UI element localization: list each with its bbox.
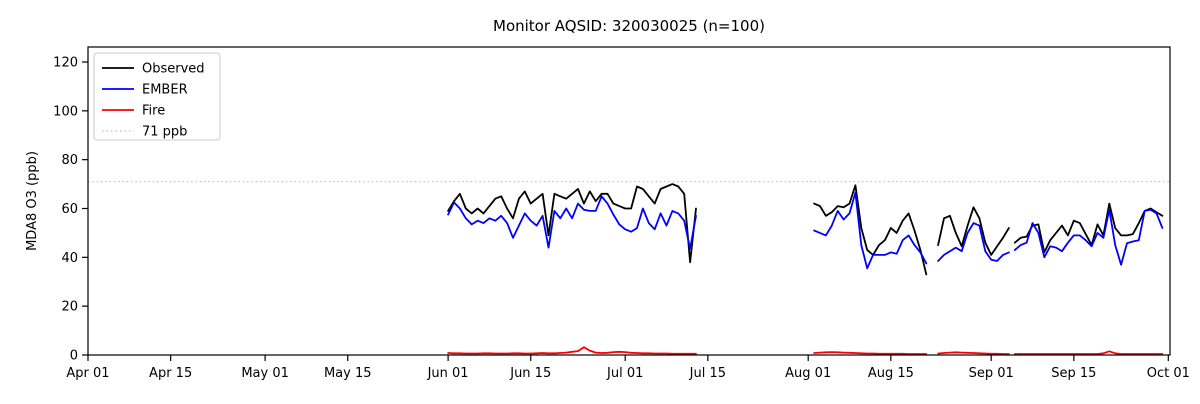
series-line-observed xyxy=(447,183,697,264)
x-tick-label: Aug 01 xyxy=(785,366,831,381)
x-tick-label: Aug 15 xyxy=(868,366,914,381)
y-tick-label: 120 xyxy=(53,56,78,71)
y-tick-label: 40 xyxy=(61,251,78,266)
series-line-ember xyxy=(937,222,1010,262)
x-tick-label: Jun 01 xyxy=(427,366,469,381)
legend-label-threshold: 71 ppb xyxy=(142,125,187,140)
legend-item-observed: Observed xyxy=(102,62,205,77)
y-axis-label: MDA8 O3 (ppb) xyxy=(25,151,40,251)
legend-label-ember: EMBER xyxy=(142,83,188,98)
x-tick-label: Jul 15 xyxy=(689,366,726,381)
legend-item-threshold: 71 ppb xyxy=(102,125,187,140)
x-tick-label: May 15 xyxy=(324,366,372,381)
x-tick-label: Sep 15 xyxy=(1051,366,1096,381)
series-line-fire xyxy=(1013,350,1164,355)
chart-title: Monitor AQSID: 320030025 (n=100) xyxy=(493,17,765,35)
y-tick-label: 0 xyxy=(70,349,78,364)
x-tick-label: Jul 01 xyxy=(606,366,643,381)
x-tick-label: Sep 01 xyxy=(969,366,1014,381)
series-line-observed xyxy=(813,184,928,276)
legend-label-fire: Fire xyxy=(142,104,165,119)
y-tick-label: 100 xyxy=(53,104,78,119)
series-line-ember xyxy=(1013,208,1164,266)
series-line-ember xyxy=(447,195,697,250)
series-line-observed xyxy=(1013,202,1164,254)
series-line-fire xyxy=(937,351,1010,355)
series-lines-group xyxy=(447,183,1164,355)
axis-ticks-group: 0 20 40 60 80 100 120 Apr 01 Apr 15 May 01 May 15 J… xyxy=(53,56,1190,382)
y-tick-label: 80 xyxy=(61,153,78,168)
legend: Observed EMBER Fire 71 ppb xyxy=(93,52,221,141)
plot-border xyxy=(87,46,1171,356)
y-tick-label: 60 xyxy=(61,202,78,217)
series-line-observed xyxy=(937,206,1010,256)
legend-box xyxy=(93,52,221,141)
x-tick-label: Oct 01 xyxy=(1147,366,1190,381)
legend-item-ember: EMBER xyxy=(102,83,188,98)
legend-item-fire: Fire xyxy=(102,104,165,119)
x-tick-label: May 01 xyxy=(241,366,289,381)
x-tick-label: Jun 15 xyxy=(509,366,551,381)
series-line-fire xyxy=(813,351,928,355)
x-tick-label: Apr 15 xyxy=(149,366,192,381)
y-tick-label: 20 xyxy=(61,300,78,315)
x-tick-label: Apr 01 xyxy=(66,366,109,381)
series-line-fire xyxy=(447,346,697,355)
legend-label-observed: Observed xyxy=(142,62,205,77)
series-line-ember xyxy=(813,191,928,270)
